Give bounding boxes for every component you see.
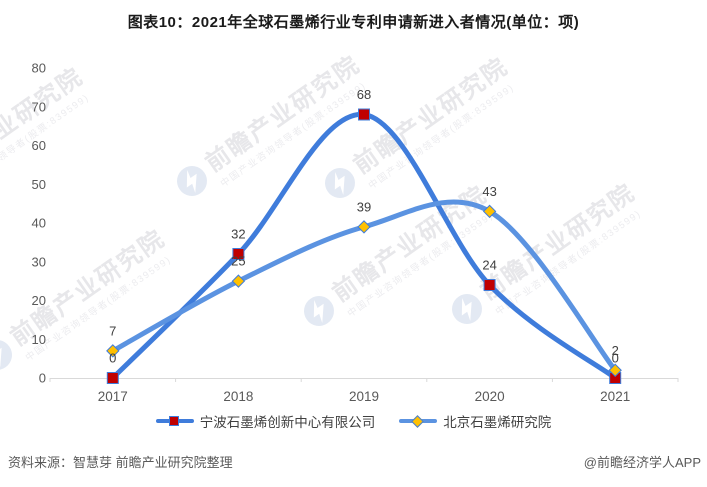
y-axis-tick-label: 30 bbox=[32, 254, 46, 269]
data-label: 0 bbox=[109, 351, 116, 366]
legend-label: 北京石墨烯研究院 bbox=[443, 415, 552, 430]
legend-line-sample bbox=[155, 416, 194, 427]
data-marker-diamond bbox=[608, 363, 622, 377]
y-axis-tick-label: 80 bbox=[32, 61, 46, 76]
legend-item-beijing: 北京石墨烯研究院 bbox=[399, 411, 551, 431]
x-axis-tick-label: 2018 bbox=[223, 389, 253, 404]
y-axis-tick-label: 0 bbox=[39, 371, 46, 386]
data-label: 0 bbox=[612, 351, 619, 366]
data-label: 43 bbox=[482, 184, 496, 199]
x-axis-tick-label: 2017 bbox=[98, 389, 128, 404]
data-label: 24 bbox=[482, 258, 496, 273]
chart-legend: 宁波石墨烯创新中心有限公司 北京石墨烯研究院 bbox=[0, 412, 707, 430]
data-marker-square bbox=[232, 248, 245, 260]
legend-line-sample bbox=[399, 415, 438, 428]
x-axis-tick-label: 2020 bbox=[475, 389, 505, 404]
series-line-1 bbox=[110, 199, 618, 373]
data-marker-square bbox=[106, 372, 119, 384]
y-axis-tick-label: 60 bbox=[32, 138, 46, 153]
data-label: 68 bbox=[357, 87, 371, 102]
y-axis-tick-label: 20 bbox=[32, 293, 46, 308]
chart-title: 图表10：2021年全球石墨烯行业专利申请新进入者情况(单位：项) bbox=[127, 14, 580, 31]
data-label: 2 bbox=[612, 343, 619, 358]
data-marker-square bbox=[483, 279, 496, 291]
watermark: 前瞻产业研究院 中国产业咨询领导者(股票:839599) bbox=[446, 179, 649, 340]
square-marker-icon bbox=[168, 416, 179, 426]
legend-label: 宁波石墨烯创新中心有限公司 bbox=[199, 415, 376, 430]
x-axis-tick-label: 2021 bbox=[600, 389, 630, 404]
qianzhan-logo-icon bbox=[325, 168, 355, 198]
qianzhan-logo-icon bbox=[304, 296, 334, 326]
data-label: 32 bbox=[231, 227, 245, 242]
y-axis-tick-label: 40 bbox=[32, 216, 46, 231]
watermark: 前瞻产业研究院 中国产业咨询领导者(股票:839599) bbox=[171, 51, 374, 212]
data-marker-diamond bbox=[106, 344, 120, 358]
watermark: 前瞻产业研究院 中国产业咨询领导者(股票:839599) bbox=[319, 53, 522, 214]
data-label: 7 bbox=[109, 323, 116, 338]
credit-note: @前瞻经济学人APP bbox=[583, 455, 701, 470]
y-axis-tick-label: 10 bbox=[32, 332, 46, 347]
y-axis-tick-label: 50 bbox=[32, 177, 46, 192]
chart-footer: 资料来源：智慧芽 前瞻产业研究院整理 @前瞻经济学人APP bbox=[8, 452, 701, 471]
data-label: 39 bbox=[357, 199, 371, 214]
y-axis-tick-label: 70 bbox=[32, 99, 46, 114]
data-marker-diamond bbox=[482, 204, 497, 219]
qianzhan-logo-icon bbox=[452, 294, 482, 324]
data-marker-square bbox=[358, 108, 370, 121]
legend-item-ningbo: 宁波石墨烯创新中心有限公司 bbox=[155, 411, 376, 431]
qianzhan-logo-icon bbox=[177, 166, 207, 196]
data-marker-diamond bbox=[357, 220, 371, 234]
watermark: 前瞻产业研究院 中国产业咨询领导者(股票:839599) bbox=[0, 225, 179, 386]
data-marker-diamond bbox=[231, 274, 246, 288]
data-label: 25 bbox=[231, 254, 245, 269]
x-axis-tick-label: 2019 bbox=[349, 389, 379, 404]
qianzhan-logo-icon bbox=[0, 340, 13, 370]
watermark: 前瞻产业研究院 中国产业咨询领导者(股票:839599) bbox=[298, 181, 501, 342]
series-line-0 bbox=[110, 111, 618, 381]
source-note: 资料来源：智慧芽 前瞻产业研究院整理 bbox=[8, 455, 233, 470]
diamond-marker-icon bbox=[411, 415, 425, 428]
